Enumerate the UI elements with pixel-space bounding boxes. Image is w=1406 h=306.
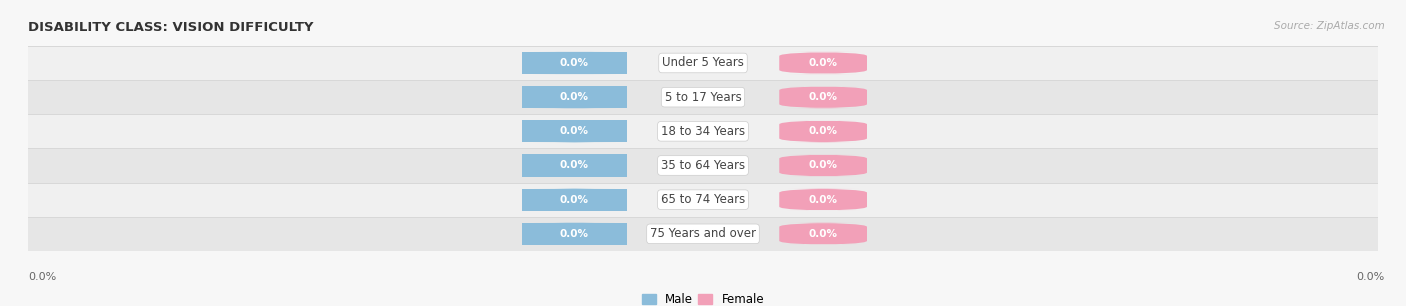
FancyBboxPatch shape — [779, 223, 868, 245]
Text: 0.0%: 0.0% — [1357, 271, 1385, 282]
FancyBboxPatch shape — [522, 52, 627, 74]
Bar — [522, 188, 627, 211]
Bar — [522, 120, 627, 142]
Text: 0.0%: 0.0% — [560, 195, 589, 205]
Text: Source: ZipAtlas.com: Source: ZipAtlas.com — [1274, 21, 1385, 32]
FancyBboxPatch shape — [522, 155, 627, 177]
Text: 0.0%: 0.0% — [560, 160, 589, 170]
Bar — [28, 183, 1378, 217]
Text: 0.0%: 0.0% — [28, 271, 56, 282]
Text: 35 to 64 Years: 35 to 64 Years — [661, 159, 745, 172]
Text: 0.0%: 0.0% — [560, 229, 589, 239]
Text: 0.0%: 0.0% — [560, 92, 589, 102]
FancyBboxPatch shape — [779, 120, 868, 142]
Text: 0.0%: 0.0% — [808, 195, 838, 205]
Bar — [28, 217, 1378, 251]
FancyBboxPatch shape — [522, 120, 627, 142]
FancyBboxPatch shape — [779, 86, 868, 108]
Text: 0.0%: 0.0% — [560, 126, 589, 136]
Text: 75 Years and over: 75 Years and over — [650, 227, 756, 240]
Text: 65 to 74 Years: 65 to 74 Years — [661, 193, 745, 206]
Bar — [28, 80, 1378, 114]
FancyBboxPatch shape — [522, 223, 627, 245]
Bar — [28, 148, 1378, 183]
Text: 5 to 17 Years: 5 to 17 Years — [665, 91, 741, 104]
FancyBboxPatch shape — [779, 188, 868, 211]
Text: 0.0%: 0.0% — [808, 229, 838, 239]
Bar — [522, 155, 627, 177]
Text: 0.0%: 0.0% — [560, 58, 589, 68]
Bar — [522, 223, 627, 245]
Text: Under 5 Years: Under 5 Years — [662, 57, 744, 69]
Text: 0.0%: 0.0% — [808, 126, 838, 136]
FancyBboxPatch shape — [522, 86, 627, 108]
Legend: Male, Female: Male, Female — [637, 288, 769, 306]
Bar — [28, 114, 1378, 148]
Text: 0.0%: 0.0% — [808, 92, 838, 102]
Text: 18 to 34 Years: 18 to 34 Years — [661, 125, 745, 138]
Bar — [28, 46, 1378, 80]
FancyBboxPatch shape — [779, 52, 868, 74]
Bar — [522, 86, 627, 108]
Text: 0.0%: 0.0% — [808, 58, 838, 68]
Bar — [522, 52, 627, 74]
FancyBboxPatch shape — [779, 155, 868, 177]
FancyBboxPatch shape — [522, 188, 627, 211]
Text: 0.0%: 0.0% — [808, 160, 838, 170]
Text: DISABILITY CLASS: VISION DIFFICULTY: DISABILITY CLASS: VISION DIFFICULTY — [28, 21, 314, 34]
